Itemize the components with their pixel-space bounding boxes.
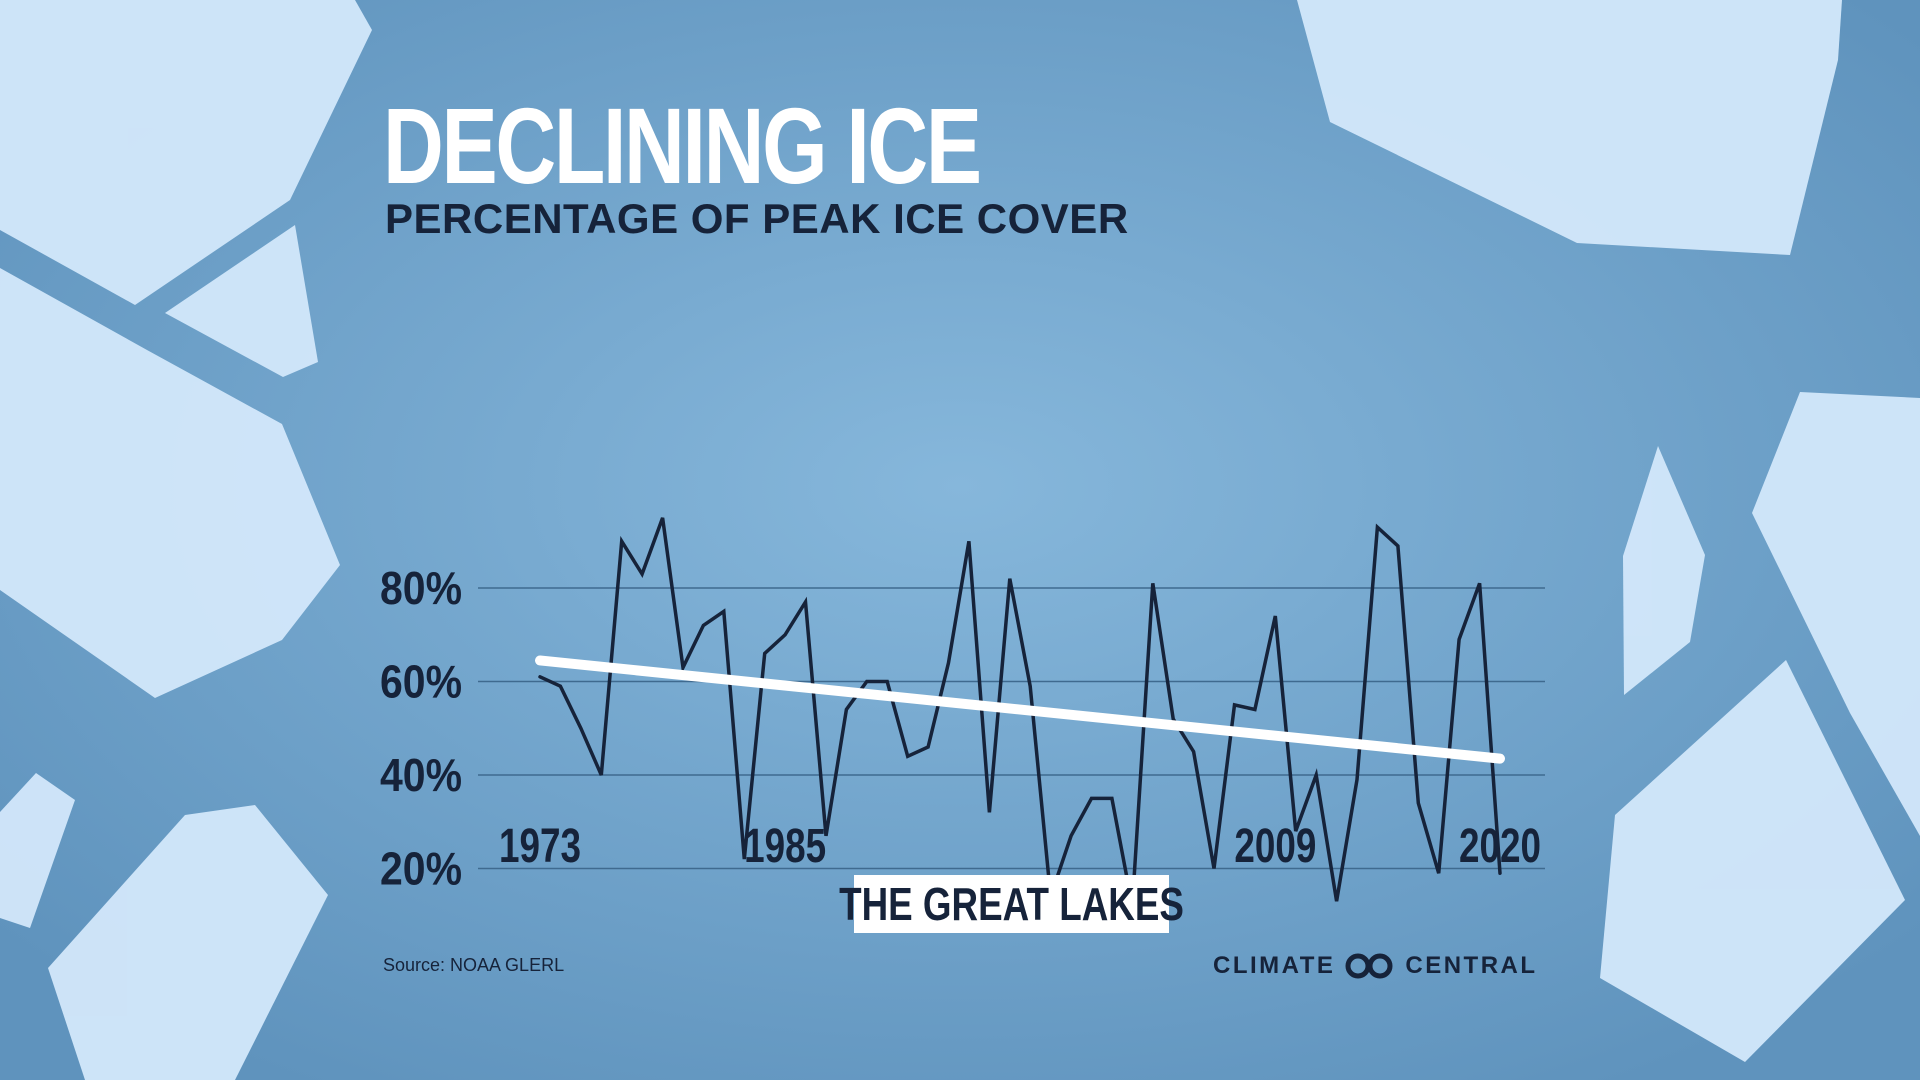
y-tick-label: 40% [380, 749, 462, 801]
x-axis-ticks: 1973 1985 2009 2020 [499, 820, 1541, 873]
x-tick-label: 1985 [744, 820, 826, 873]
grid-lines [478, 587, 1545, 870]
brand-right: CENTRAL [1405, 952, 1538, 979]
region-label-box: THE GREAT LAKES [839, 875, 1184, 933]
x-tick-label: 2009 [1234, 820, 1316, 873]
linked-circles-icon [1345, 953, 1393, 979]
source-note: Source: NOAA GLERL [383, 955, 565, 975]
x-tick-label: 1973 [499, 820, 581, 873]
region-label: THE GREAT LAKES [839, 878, 1184, 930]
climate-central-logo: CLIMATE CENTRAL [1213, 950, 1538, 982]
ice-cover-series-line [538, 517, 1502, 907]
y-axis-ticks: 20% 40% 60% 80% [380, 562, 462, 895]
chart-title: DECLINING ICE [383, 85, 982, 206]
y-tick-label: 20% [380, 843, 462, 895]
y-tick-label: 60% [380, 656, 462, 708]
chart-subtitle: PERCENTAGE OF PEAK ICE COVER [385, 195, 1129, 242]
trend-line [535, 655, 1505, 764]
brand-left: CLIMATE [1213, 952, 1336, 979]
y-tick-label: 80% [380, 562, 462, 614]
